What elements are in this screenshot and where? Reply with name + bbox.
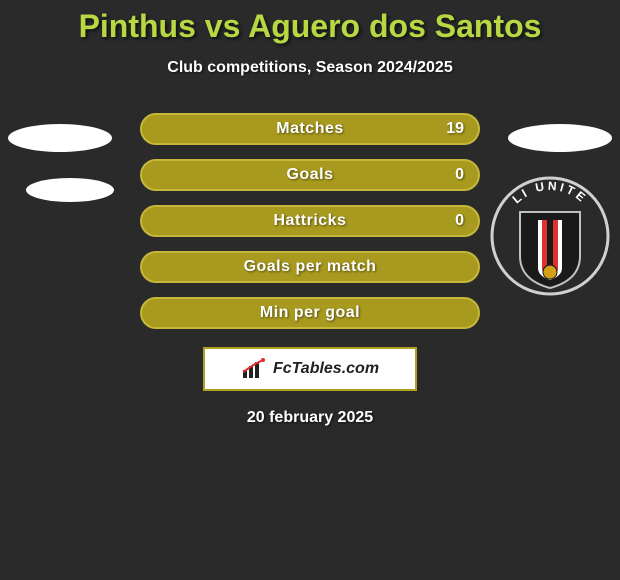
- chart-icon: [241, 358, 267, 380]
- stats-list: Matches 19 Goals 0 Hattricks 0 Goals per match…: [140, 113, 480, 329]
- player-marker-left-2: [26, 178, 114, 202]
- fctables-logo[interactable]: FcTables.com: [203, 347, 417, 391]
- player-marker-right-1: [508, 124, 612, 152]
- stat-value: 0: [455, 166, 464, 184]
- stat-row: Goals per match: [140, 251, 480, 283]
- player-marker-left-1: [8, 124, 112, 152]
- subtitle: Club competitions, Season 2024/2025: [0, 59, 620, 77]
- stat-row: Hattricks 0: [140, 205, 480, 237]
- date-text: 20 february 2025: [0, 409, 620, 427]
- stat-value: 19: [446, 120, 464, 138]
- stat-label: Hattricks: [274, 212, 347, 230]
- logo-text: FcTables.com: [273, 360, 379, 378]
- stat-label: Min per goal: [260, 304, 360, 322]
- stat-label: Matches: [276, 120, 344, 138]
- stat-label: Goals per match: [244, 258, 377, 276]
- stat-label: Goals: [287, 166, 334, 184]
- stat-row: Matches 19: [140, 113, 480, 145]
- stat-value: 0: [455, 212, 464, 230]
- stat-row: Min per goal: [140, 297, 480, 329]
- stat-row: Goals 0: [140, 159, 480, 191]
- page-title: Pinthus vs Aguero dos Santos: [0, 0, 620, 45]
- club-badge: LI UNITE: [490, 176, 610, 296]
